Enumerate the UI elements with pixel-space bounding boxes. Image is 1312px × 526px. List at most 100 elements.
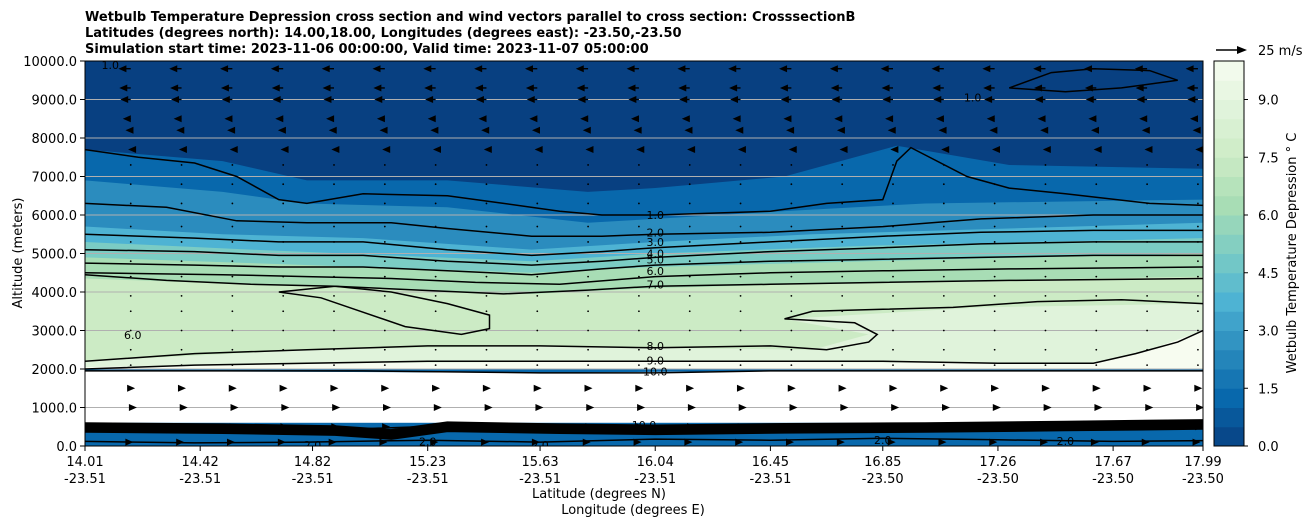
- wind-vector: [882, 96, 894, 103]
- wind-vector: [1145, 404, 1154, 411]
- colorbar-tick-label: 6.0: [1258, 209, 1279, 224]
- wind-vector: [536, 275, 539, 278]
- wind-vector: [841, 241, 844, 243]
- wind-vector: [787, 384, 796, 392]
- colorbar-step: [1214, 80, 1244, 100]
- wind-vector: [1044, 202, 1047, 205]
- wind-vector: [1044, 294, 1047, 297]
- wind-vector: [841, 183, 844, 186]
- wind-vector: [382, 423, 391, 431]
- wind-vector: [890, 423, 899, 431]
- wind-vector: [129, 364, 132, 367]
- wind-vector: [587, 329, 589, 332]
- wind-vector: [636, 146, 645, 154]
- wind-vector: [739, 348, 742, 351]
- wind-vector: [178, 423, 187, 431]
- wind-vector: [425, 96, 436, 103]
- wind-vector: [737, 423, 746, 431]
- wind-vector: [1197, 260, 1199, 263]
- wind-vector: [1197, 241, 1199, 243]
- wind-vector: [993, 348, 996, 351]
- wind-vector: [738, 404, 747, 411]
- wind-vector: [941, 404, 950, 411]
- wind-vector: [231, 294, 234, 297]
- wind-vector: [485, 348, 488, 351]
- wind-vector: [1095, 310, 1098, 313]
- chart-title-line-2: Latitudes (degrees north): 14.00,18.00, …: [85, 26, 682, 41]
- wind-vector: [281, 404, 290, 411]
- wind-vector: [1185, 65, 1198, 73]
- wind-vector: [373, 84, 385, 92]
- wind-vector: [638, 275, 640, 278]
- contour-label: 1.0: [964, 92, 982, 105]
- wind-vector: [688, 329, 691, 332]
- wind-vector: [780, 96, 792, 103]
- x-tick-label-lat: 17.26: [979, 455, 1016, 470]
- wind-vector: [1197, 164, 1199, 166]
- wind-vector: [932, 84, 944, 92]
- wind-vector: [989, 438, 998, 446]
- colorbar-step: [1214, 253, 1244, 274]
- contour-labels: 1.02.03.04.05.06.07.08.09.010.06.01.01.0…: [102, 61, 1075, 452]
- wind-vector: [280, 146, 289, 154]
- wind-vector: [577, 96, 589, 103]
- wind-vector: [180, 310, 183, 313]
- wind-vector: [379, 438, 388, 446]
- wind-vector: [434, 183, 437, 186]
- wind-vector: [993, 294, 996, 297]
- x-tick-label-lat: 14.42: [182, 455, 219, 470]
- wind-vector: [892, 225, 894, 228]
- wind-vector: [434, 260, 437, 263]
- wind-vector: [582, 438, 591, 446]
- contour-line: [1008, 67, 1178, 93]
- plot-area: 1.02.03.04.05.06.07.08.09.010.06.01.01.0…: [85, 61, 1203, 452]
- wind-vector: [330, 384, 339, 392]
- wind-vector: [587, 348, 589, 351]
- wind-vector: [270, 65, 284, 73]
- wind-vector: [331, 146, 340, 154]
- wind-vector: [282, 241, 285, 243]
- contour-label: 2.0: [531, 439, 549, 452]
- wind-vector: [587, 241, 589, 243]
- wind-vector: [586, 404, 595, 411]
- wind-vector: [1189, 115, 1198, 123]
- wind-vector: [1146, 183, 1148, 186]
- surface-contour: [85, 423, 1203, 440]
- wind-vector: [1044, 183, 1047, 186]
- wind-vector: [587, 164, 589, 166]
- wind-vector: [230, 404, 239, 411]
- wind-vector: [991, 423, 1000, 431]
- wind-vector: [1197, 329, 1199, 332]
- wind-vector: [1033, 65, 1046, 73]
- x-axis-label-longitude: Longitude (degrees E): [561, 503, 705, 518]
- wind-vector: [1040, 438, 1049, 446]
- wind-vector: [587, 275, 589, 278]
- wind-vector: [1084, 84, 1097, 92]
- wind-vector: [483, 146, 492, 154]
- wind-vector: [841, 364, 844, 367]
- wind-vector: [839, 146, 848, 154]
- wind-vector: [180, 260, 183, 263]
- wind-vector: [536, 164, 539, 166]
- wind-vector: [231, 364, 234, 367]
- wind-vector: [328, 126, 337, 134]
- wind-vector: [277, 438, 286, 446]
- wind-vector: [176, 126, 185, 134]
- wind-vector: [475, 84, 487, 92]
- wind-vector: [118, 65, 131, 73]
- wind-vector: [788, 423, 797, 431]
- wind-vector: [892, 348, 894, 351]
- wind-vector: [383, 294, 386, 297]
- wind-vector: [1144, 146, 1153, 154]
- wind-vector: [122, 115, 131, 123]
- x-tick-label-lon: -23.50: [1182, 472, 1224, 487]
- chart-title-line-3: Simulation start time: 2023-11-06 00:00:…: [85, 42, 649, 57]
- contour-label: 9.0: [646, 355, 664, 368]
- wind-vector: [688, 183, 691, 186]
- wind-vector: [383, 225, 386, 228]
- wind-vector: [681, 115, 690, 123]
- wind-vector: [231, 348, 234, 351]
- wind-vector: [789, 404, 798, 411]
- wind-vector: [1146, 310, 1148, 313]
- wind-vector: [481, 126, 490, 134]
